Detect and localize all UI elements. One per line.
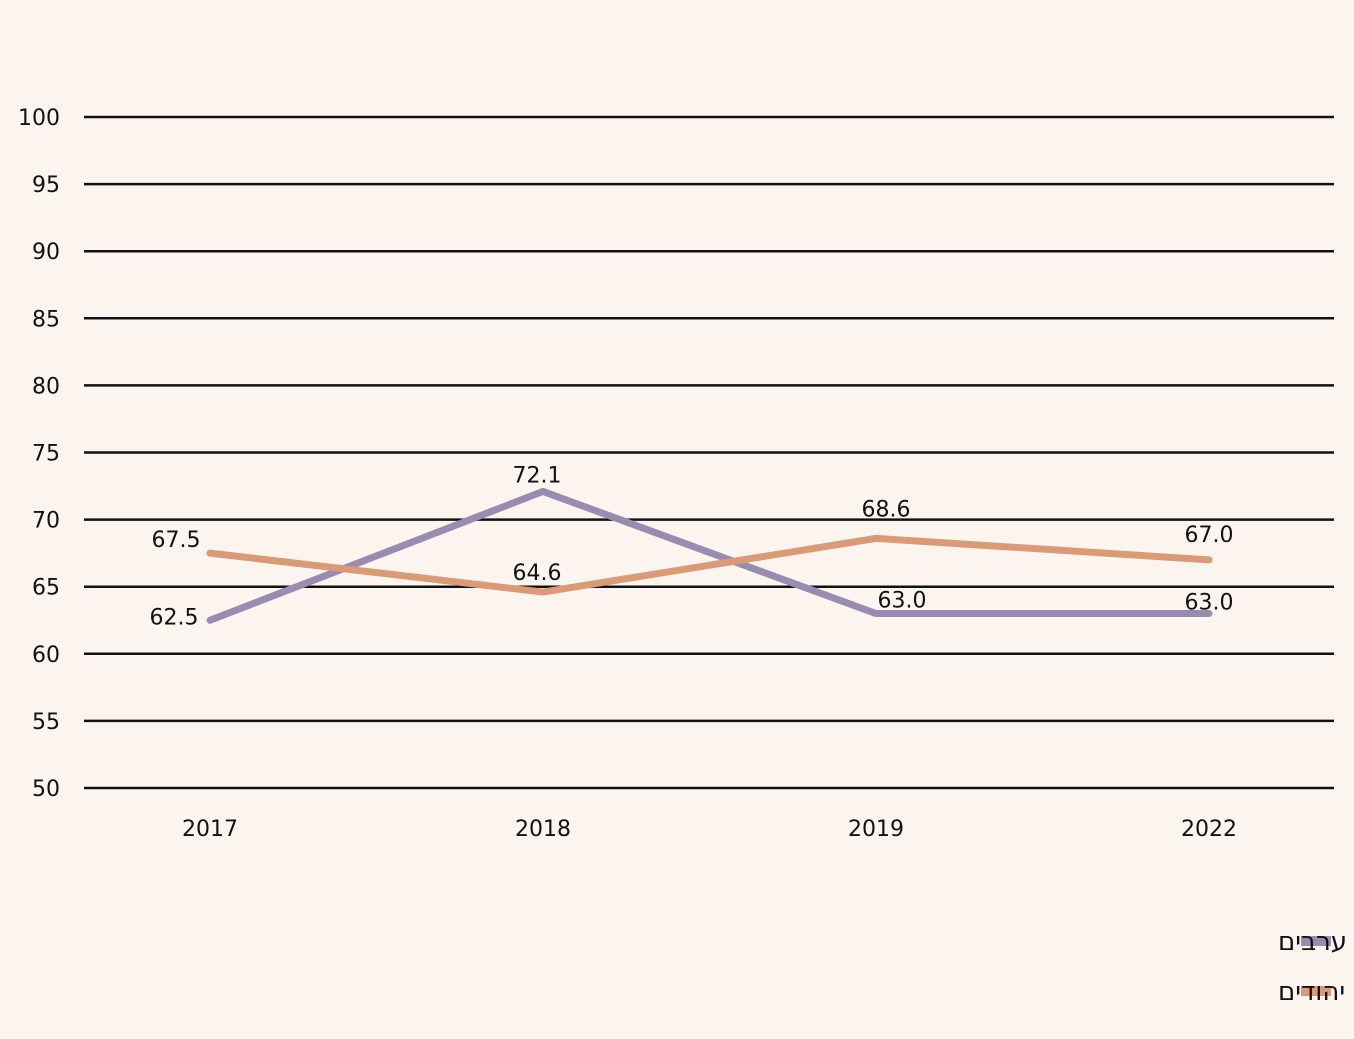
y-tick-label-80: 80 [32,374,60,399]
data-labels: 62.5 72.1 63.0 63.0 67.5 64.6 68.6 67.0 [150,463,1234,630]
legend-swatch-2 [1301,986,1331,996]
y-tick-label-90: 90 [32,240,60,265]
gridlines [84,115,1334,790]
x-tick-label-2017: 2017 [182,817,238,842]
y-tick-label-75: 75 [32,442,60,467]
data-label-s1-2017: 62.5 [150,605,199,630]
x-tick-label-2022: 2022 [1181,817,1237,842]
data-label-s1-2019: 63.0 [878,589,927,614]
series-lines [206,487,1213,624]
y-tick-label-65: 65 [32,576,60,601]
y-tick-label-55: 55 [32,710,60,735]
y-tick-label-50: 50 [32,777,60,802]
legend: ערבים יהודים [1278,927,1347,1007]
y-tick-label-100: 100 [18,106,60,131]
y-tick-label-85: 85 [32,307,60,332]
data-label-s1-2022: 63.0 [1185,591,1234,616]
data-label-s2-2017: 67.5 [152,528,201,553]
y-tick-label-70: 70 [32,509,60,534]
data-label-s1-2018: 72.1 [513,463,562,488]
y-tick-label-95: 95 [32,173,60,198]
data-label-s2-2018: 64.6 [513,561,562,586]
x-axis-tick-labels: 2017 2018 2019 2022 [182,817,1237,842]
x-tick-label-2018: 2018 [515,817,571,842]
y-axis-tick-labels: 50 55 60 65 70 75 80 85 90 95 100 [18,106,60,802]
legend-label-1: ערבים [1278,927,1347,957]
y-tick-label-60: 60 [32,643,60,668]
data-label-s2-2022: 67.0 [1185,523,1234,548]
legend-swatch-1 [1301,936,1331,946]
series-line-1 [206,487,1213,624]
legend-label-2: יהודים [1278,977,1345,1007]
x-tick-label-2019: 2019 [848,817,904,842]
series-line-2 [206,534,1213,596]
data-label-s2-2019: 68.6 [862,497,911,522]
